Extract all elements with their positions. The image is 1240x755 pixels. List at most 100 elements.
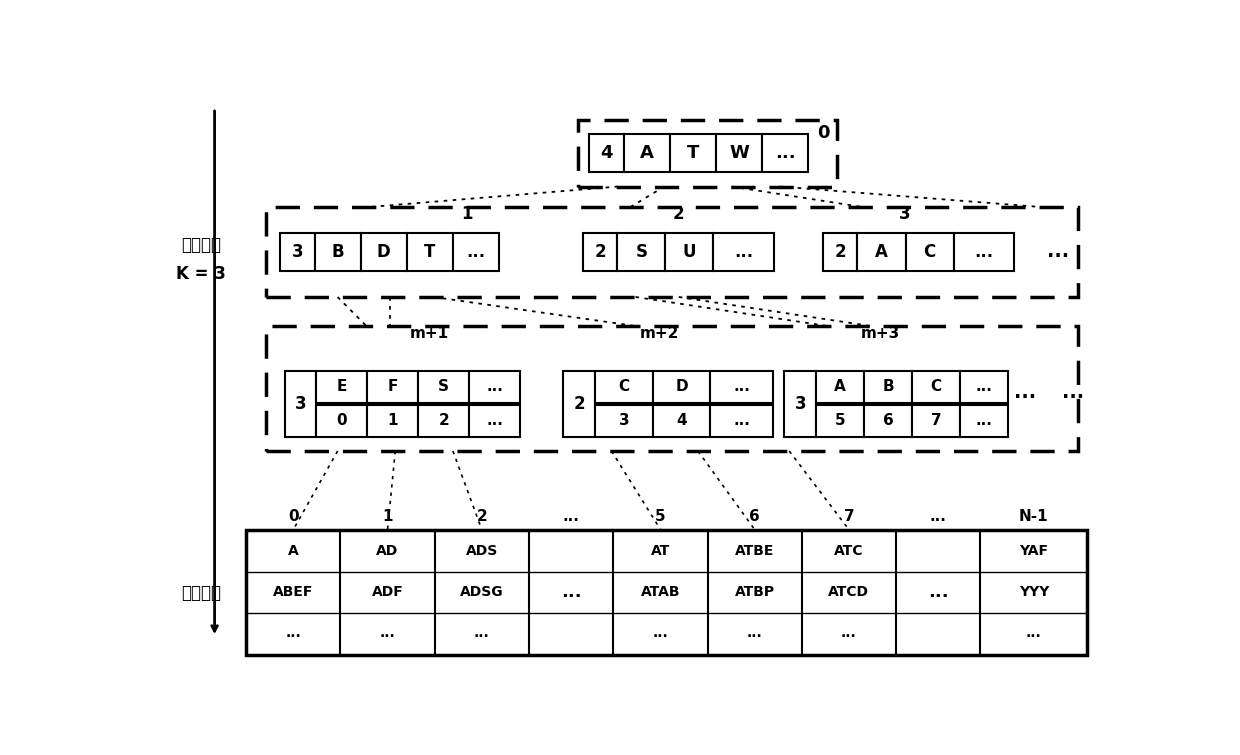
- Bar: [469, 405, 521, 436]
- Text: ...: ...: [466, 243, 486, 261]
- Bar: [864, 405, 913, 436]
- Bar: [247, 529, 1087, 655]
- Bar: [316, 371, 367, 402]
- Text: 6: 6: [883, 413, 894, 428]
- Text: YYY: YYY: [1018, 585, 1049, 599]
- Text: ...: ...: [563, 509, 579, 524]
- Text: ...: ...: [474, 626, 490, 640]
- Text: ...: ...: [652, 626, 668, 640]
- Text: C: C: [924, 243, 936, 261]
- Bar: [367, 371, 418, 402]
- Bar: [618, 233, 666, 271]
- Text: C: C: [931, 379, 942, 394]
- Bar: [595, 371, 652, 402]
- Text: 3: 3: [619, 413, 629, 428]
- Text: 前级节点: 前级节点: [181, 236, 221, 254]
- Text: 2: 2: [594, 243, 606, 261]
- Text: ...: ...: [976, 379, 993, 394]
- Text: 4: 4: [600, 144, 613, 162]
- Text: 0: 0: [288, 509, 299, 524]
- Text: m+3: m+3: [861, 325, 900, 341]
- Text: F: F: [388, 379, 398, 394]
- Text: D: D: [676, 379, 688, 394]
- Text: 1: 1: [388, 413, 398, 428]
- Text: U: U: [682, 243, 696, 261]
- Text: B: B: [331, 243, 343, 261]
- Bar: [711, 371, 773, 402]
- Text: 2: 2: [439, 413, 449, 428]
- Text: AT: AT: [651, 544, 670, 558]
- Bar: [367, 405, 418, 436]
- Text: ADS: ADS: [465, 544, 498, 558]
- Text: 6: 6: [749, 509, 760, 524]
- Text: ...: ...: [976, 413, 993, 428]
- Bar: [670, 134, 717, 172]
- Bar: [905, 233, 954, 271]
- Bar: [864, 371, 913, 402]
- Text: ...: ...: [379, 626, 396, 640]
- Text: ...: ...: [486, 379, 503, 394]
- Text: 2: 2: [835, 243, 846, 261]
- Text: ...: ...: [560, 583, 582, 601]
- Bar: [469, 371, 521, 402]
- Bar: [265, 326, 1078, 451]
- Text: ...: ...: [841, 626, 857, 640]
- Bar: [280, 233, 315, 271]
- Text: A: A: [875, 243, 888, 261]
- Text: ...: ...: [975, 243, 993, 261]
- Bar: [960, 371, 1008, 402]
- Text: ATBP: ATBP: [734, 585, 775, 599]
- Text: ADSG: ADSG: [460, 585, 503, 599]
- Bar: [453, 233, 498, 271]
- Text: ...: ...: [1061, 384, 1084, 402]
- Text: ATAB: ATAB: [641, 585, 681, 599]
- Text: A: A: [835, 379, 846, 394]
- Bar: [913, 371, 960, 402]
- Bar: [713, 233, 774, 271]
- Text: C: C: [619, 379, 630, 394]
- Text: T: T: [687, 144, 699, 162]
- Text: 1: 1: [461, 205, 474, 223]
- Bar: [785, 371, 816, 436]
- Bar: [316, 405, 367, 436]
- Text: ATBE: ATBE: [735, 544, 774, 558]
- Bar: [418, 405, 469, 436]
- Text: YAF: YAF: [1019, 544, 1048, 558]
- Text: N-1: N-1: [1019, 509, 1049, 524]
- Text: ...: ...: [930, 509, 946, 524]
- Bar: [913, 405, 960, 436]
- Text: 2: 2: [573, 395, 585, 413]
- Text: ATCD: ATCD: [828, 585, 869, 599]
- Text: 0: 0: [336, 413, 347, 428]
- Text: W: W: [729, 144, 749, 162]
- Bar: [666, 233, 713, 271]
- Bar: [954, 233, 1014, 271]
- Text: 3: 3: [899, 205, 910, 223]
- Text: ...: ...: [285, 626, 301, 640]
- Bar: [763, 134, 808, 172]
- Text: 7: 7: [931, 413, 941, 428]
- Text: 4: 4: [676, 413, 687, 428]
- Text: ...: ...: [928, 583, 949, 601]
- Bar: [960, 405, 1008, 436]
- Bar: [407, 233, 453, 271]
- Text: B: B: [883, 379, 894, 394]
- Bar: [858, 233, 905, 271]
- Text: 3: 3: [295, 395, 306, 413]
- Text: E: E: [337, 379, 347, 394]
- Bar: [265, 207, 1078, 297]
- Bar: [563, 371, 595, 436]
- Text: 数据节点: 数据节点: [181, 584, 221, 602]
- Bar: [816, 371, 864, 402]
- Text: ABEF: ABEF: [273, 585, 314, 599]
- Text: ATC: ATC: [835, 544, 863, 558]
- Bar: [589, 134, 624, 172]
- Text: 3: 3: [291, 243, 303, 261]
- Text: ...: ...: [1048, 242, 1069, 261]
- Bar: [816, 405, 864, 436]
- Text: A: A: [640, 144, 653, 162]
- Text: S: S: [438, 379, 449, 394]
- Bar: [418, 371, 469, 402]
- Text: A: A: [288, 544, 299, 558]
- Bar: [823, 233, 858, 271]
